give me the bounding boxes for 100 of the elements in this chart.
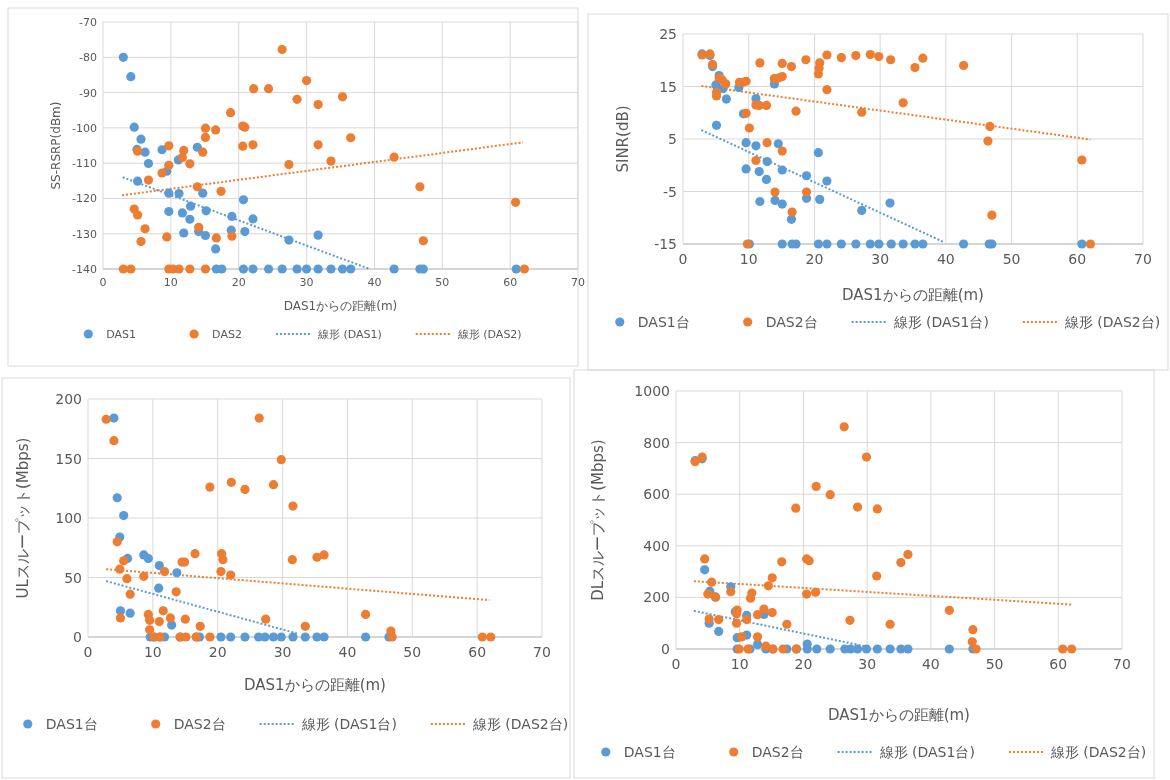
point (157, 168, 167, 178)
point (360, 632, 371, 642)
point (174, 264, 184, 274)
point (185, 214, 195, 224)
point (836, 239, 846, 249)
point (109, 436, 119, 446)
point (211, 125, 221, 135)
point (811, 481, 821, 492)
point (510, 197, 521, 207)
point (143, 158, 154, 169)
point (786, 214, 797, 224)
point (777, 239, 787, 249)
point (118, 52, 128, 62)
x-tick-label: 20 (208, 644, 227, 660)
point (898, 98, 908, 108)
point (192, 182, 202, 192)
y-tick-label: 5 (668, 131, 677, 148)
point (185, 201, 196, 211)
point (744, 123, 754, 133)
point (786, 61, 797, 72)
point (752, 610, 763, 620)
legend-label: 線形 (DAS1) (316, 327, 382, 341)
point (885, 198, 895, 208)
x-tick-label: 40 (338, 644, 357, 660)
point (731, 618, 742, 628)
point (225, 108, 236, 118)
point (752, 640, 763, 650)
point (200, 132, 211, 142)
legend-label: DAS1 (106, 327, 137, 341)
point (143, 553, 153, 564)
x-tick-label: 60 (1049, 656, 1068, 672)
point (791, 106, 801, 116)
x-axis-title: DAS1からの距離(m) (828, 706, 970, 724)
point (216, 566, 226, 577)
point (162, 232, 172, 242)
point (313, 264, 323, 274)
x-tick-label: 30 (273, 644, 292, 660)
point (851, 239, 861, 249)
point (747, 588, 757, 598)
point (226, 632, 236, 642)
point (711, 120, 722, 130)
point (511, 264, 521, 274)
point (742, 614, 752, 625)
point (700, 554, 710, 564)
point (288, 632, 298, 642)
point (337, 92, 348, 102)
point (164, 141, 174, 151)
point (777, 165, 787, 175)
y-tick-label: -120 (72, 192, 97, 206)
x-tick-label: 30 (858, 656, 877, 672)
point (1077, 155, 1087, 165)
point (136, 236, 146, 247)
point (284, 235, 294, 245)
point (714, 614, 724, 625)
point (707, 577, 717, 587)
x-tick-label: 40 (367, 276, 382, 289)
point (277, 44, 287, 55)
legend-label: DAS1台 (45, 716, 98, 733)
x-tick-label: 70 (533, 644, 551, 660)
point (885, 619, 895, 629)
point (959, 60, 969, 71)
x-tick-label: 60 (1068, 251, 1087, 267)
point (249, 84, 259, 94)
point (154, 583, 164, 593)
point (755, 58, 765, 68)
point (872, 504, 882, 514)
point (857, 107, 867, 117)
x-tick-label: 10 (730, 656, 749, 672)
point (903, 549, 913, 560)
point (109, 413, 119, 423)
point (1058, 644, 1068, 654)
point (185, 264, 195, 274)
point (903, 644, 913, 654)
point (180, 614, 190, 624)
point (755, 196, 765, 207)
point (944, 644, 954, 654)
x-tick-label: 50 (985, 656, 1004, 672)
y-axis-title: ULスループット(Mbps) (14, 437, 32, 599)
point (165, 613, 175, 623)
point (767, 573, 777, 583)
point (777, 199, 787, 209)
legend-label: 線形 (DAS1台) (878, 744, 975, 761)
point (248, 264, 258, 274)
point (288, 501, 298, 511)
point (874, 51, 884, 62)
x-tick-label: 0 (99, 276, 107, 289)
point (136, 134, 146, 144)
point (129, 122, 139, 132)
point (762, 138, 772, 148)
point (313, 99, 323, 110)
y-tick-label: -90 (79, 86, 97, 100)
y-axis-title: SINR(dB) (614, 105, 632, 173)
point (268, 480, 279, 490)
point (181, 632, 191, 642)
point (857, 205, 867, 215)
point (313, 140, 323, 150)
x-tick-label: 50 (435, 276, 450, 289)
point (205, 482, 215, 492)
point (226, 477, 236, 487)
point (737, 632, 747, 642)
